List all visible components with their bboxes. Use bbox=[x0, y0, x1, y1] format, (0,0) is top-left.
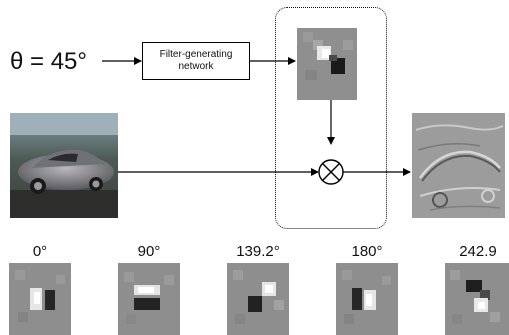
filter-generating-network-box: Filter-generating network bbox=[142, 42, 250, 80]
convolution-operator bbox=[318, 159, 344, 185]
output-filtered-image bbox=[412, 113, 505, 218]
filter-242-deg bbox=[445, 263, 509, 335]
theta-input-label: θ = 45° bbox=[10, 48, 87, 75]
input-car-image bbox=[10, 113, 118, 218]
filter-0-deg bbox=[9, 263, 71, 335]
angle-label-0: 0° bbox=[32, 243, 48, 260]
angle-label-90: 90° bbox=[137, 243, 161, 260]
angle-label-180: 180° bbox=[351, 243, 383, 260]
angle-label-139: 139.2° bbox=[236, 243, 280, 260]
angle-label-242: 242.9 bbox=[459, 243, 497, 260]
dynamic-filter-region bbox=[275, 7, 387, 229]
filter-139-deg bbox=[227, 263, 289, 335]
generated-filter-image bbox=[297, 28, 357, 100]
filter-90-deg bbox=[118, 263, 180, 335]
filter-180-deg bbox=[336, 263, 398, 335]
